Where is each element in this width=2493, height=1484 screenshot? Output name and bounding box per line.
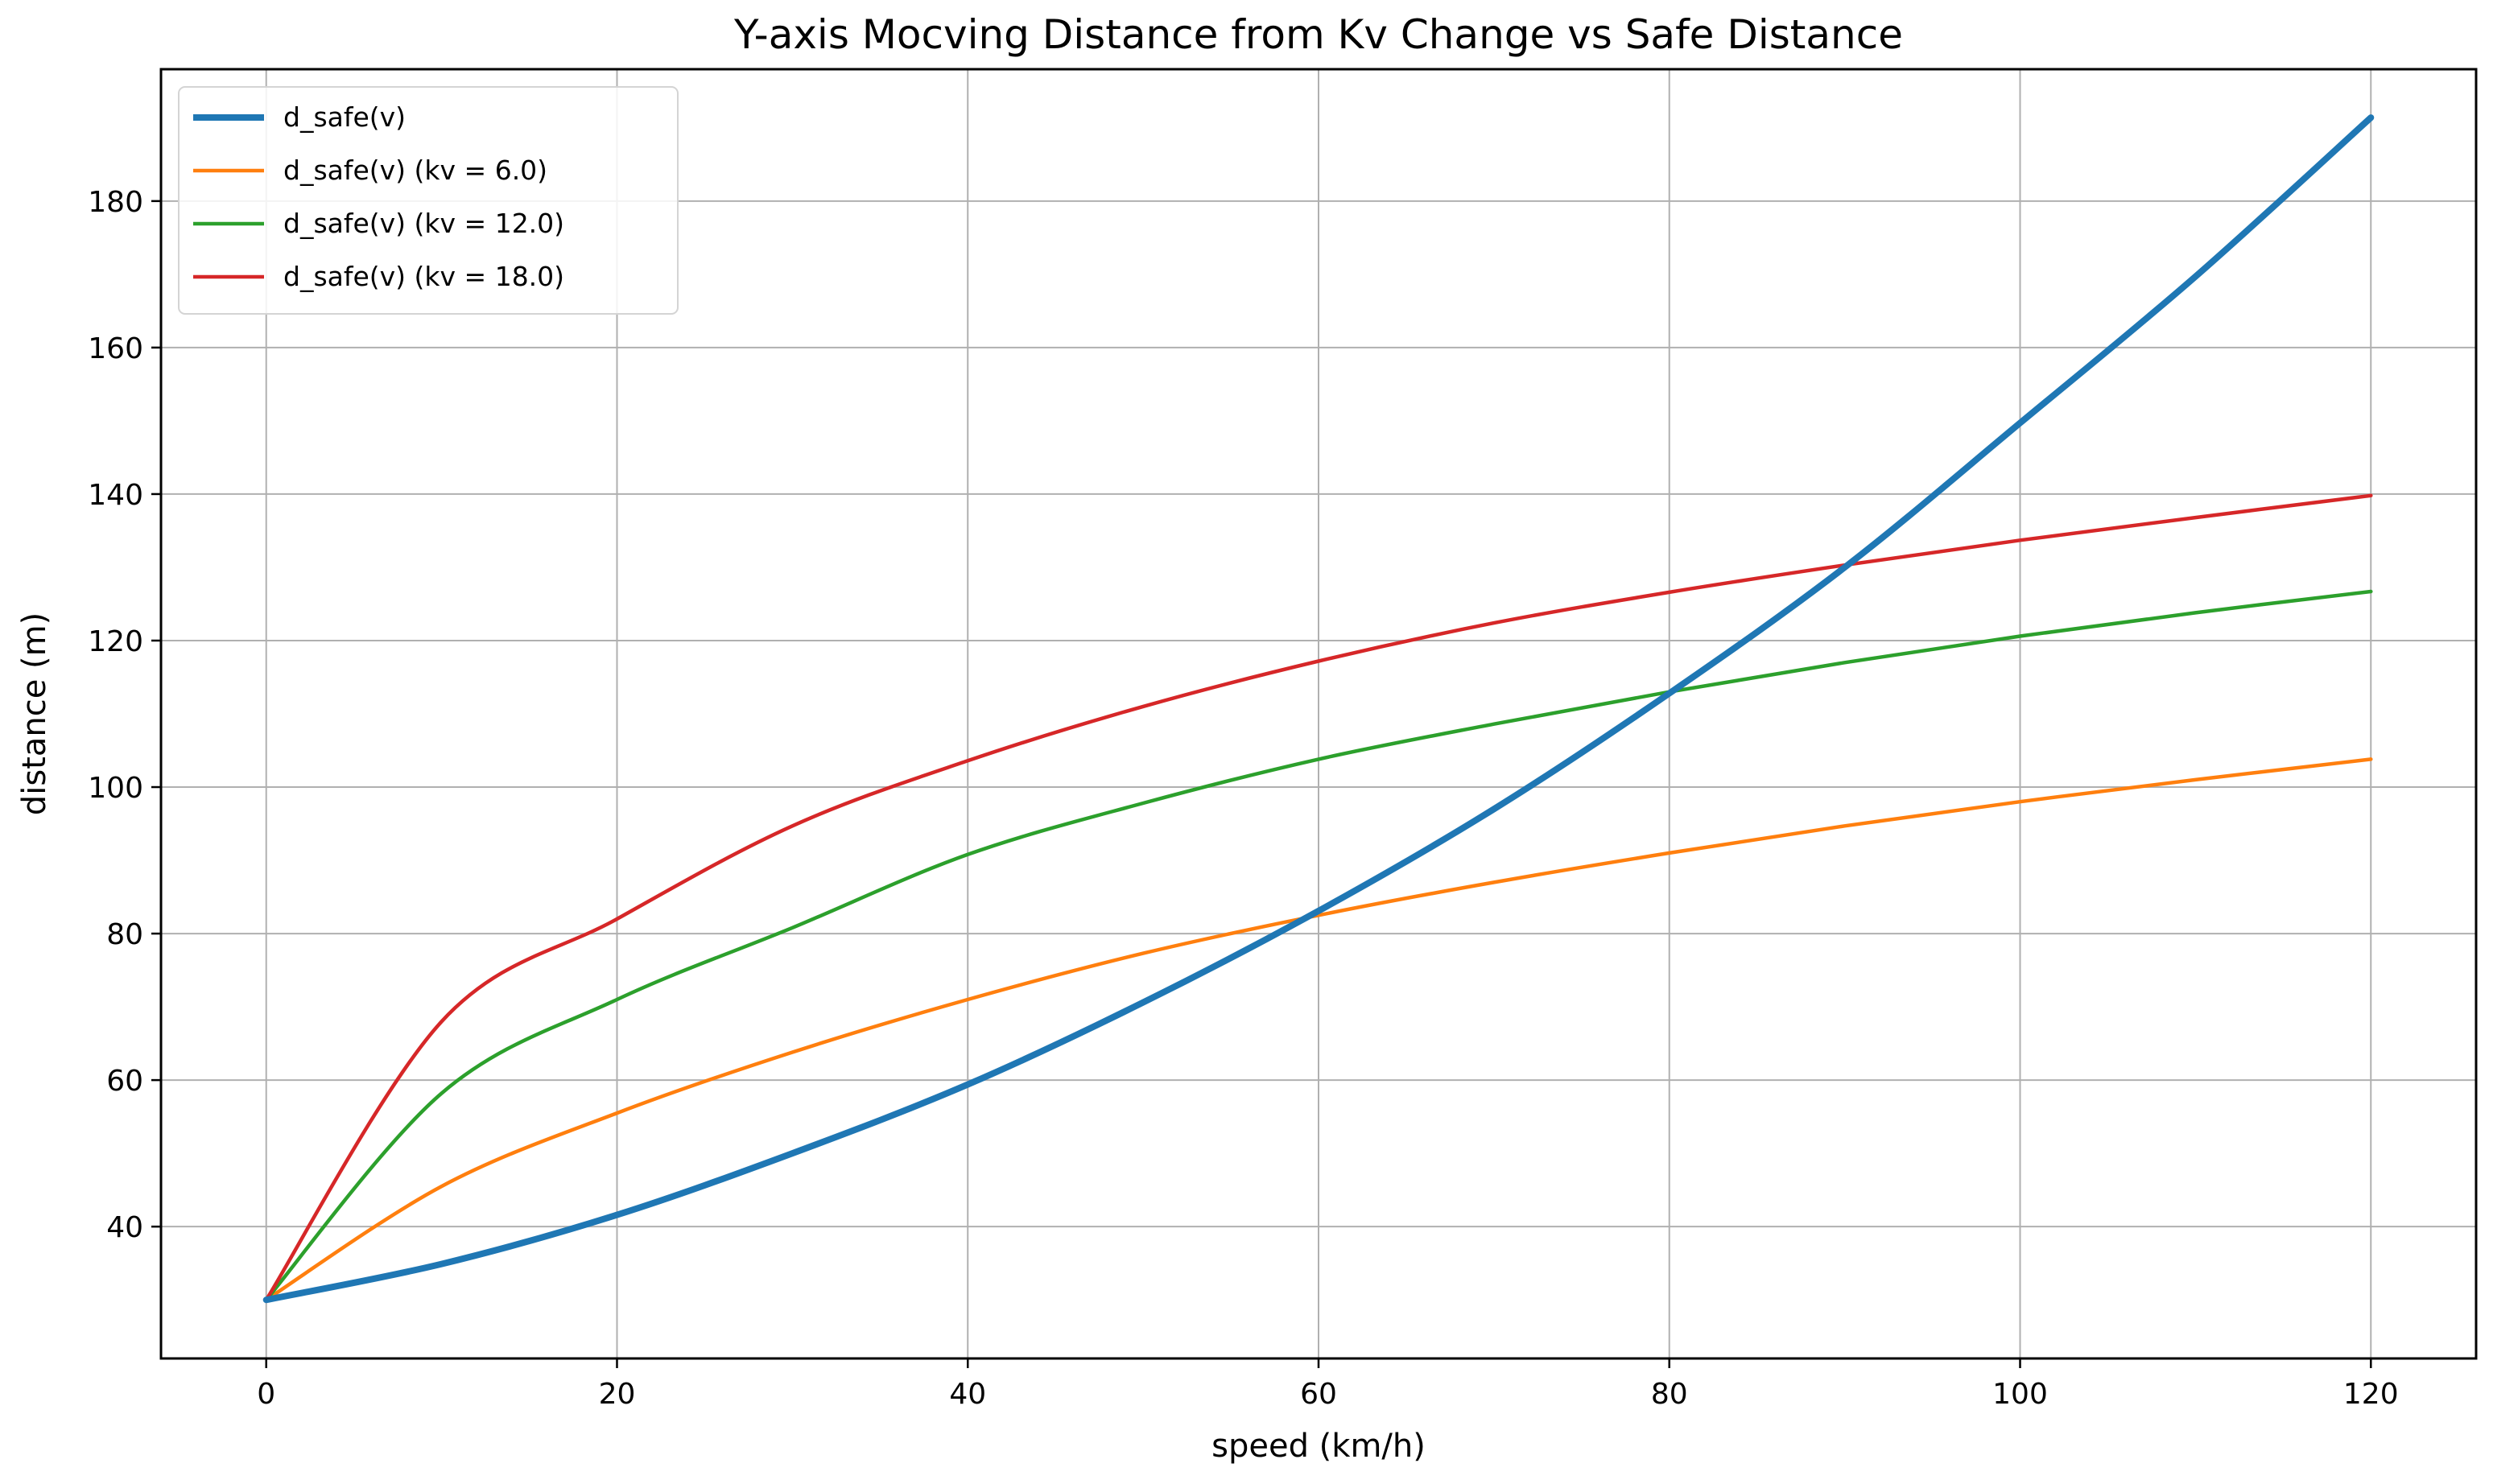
- legend-label: d_safe(v): [283, 101, 406, 133]
- y-tick-label: 140: [88, 479, 143, 512]
- axis-ticks: 0 20 40 60 80 100 120 40 60 80 100 120 140 160 180: [88, 186, 2398, 1411]
- y-tick-label: 80: [106, 918, 143, 951]
- legend: d_safe(v) d_safe(v) (kv = 6.0) d_safe(v) (…: [178, 86, 679, 315]
- legend-label: d_safe(v) (kv = 6.0): [283, 155, 547, 186]
- y-tick-label: 120: [88, 625, 143, 658]
- y-tick-label: 180: [88, 186, 143, 219]
- y-axis-label: distance (m): [16, 612, 53, 815]
- legend-label: d_safe(v) (kv = 12.0): [283, 208, 564, 239]
- x-tick-label: 20: [599, 1378, 636, 1411]
- x-tick-label: 80: [1651, 1378, 1688, 1411]
- y-tick-label: 40: [106, 1211, 143, 1244]
- plot-lines: [262, 114, 2375, 1304]
- series-line-0: [262, 114, 2375, 1304]
- y-tick-label: 60: [106, 1065, 143, 1098]
- y-tick-label: 100: [88, 772, 143, 805]
- x-tick-label: 40: [949, 1378, 986, 1411]
- series-line-2: [264, 589, 2373, 1302]
- x-tick-label: 0: [257, 1378, 275, 1411]
- grid: [161, 69, 2476, 1358]
- chart-title: Y-axis Mocving Distance from Kv Change v…: [733, 11, 1903, 58]
- x-tick-label: 100: [1992, 1378, 2048, 1411]
- legend-label: d_safe(v) (kv = 18.0): [283, 261, 564, 292]
- x-axis-label: speed (km/h): [1211, 1428, 1426, 1465]
- y-tick-label: 160: [88, 332, 143, 365]
- legend-box: [178, 86, 679, 315]
- series-line-1: [264, 757, 2373, 1302]
- series-line-3: [264, 493, 2373, 1302]
- x-tick-label: 120: [2343, 1378, 2399, 1411]
- x-tick-label: 60: [1300, 1378, 1337, 1411]
